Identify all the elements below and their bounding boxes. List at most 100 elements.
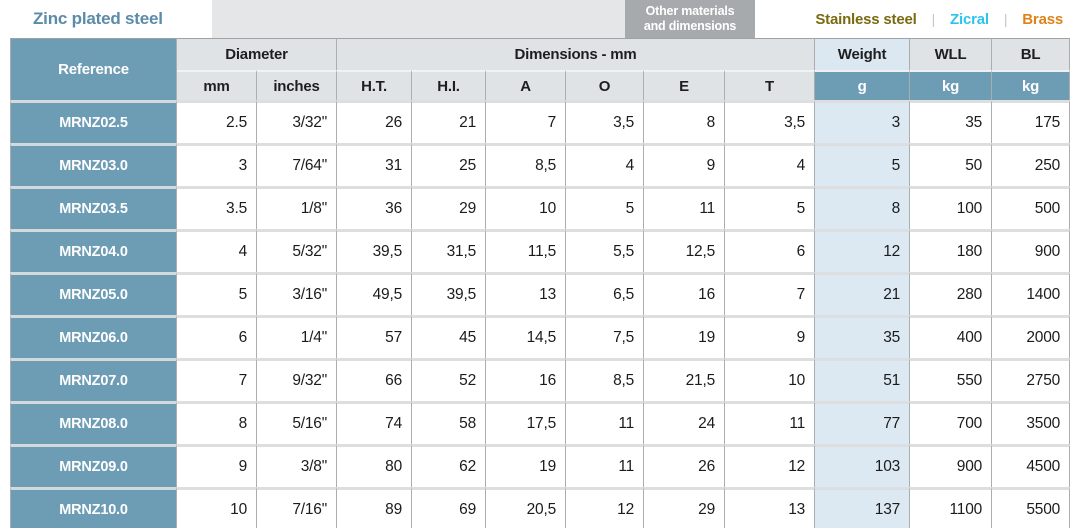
weight-cell: 51 bbox=[815, 358, 911, 401]
wll-cell: 35 bbox=[910, 100, 993, 143]
header-diameter: Diameter bbox=[177, 38, 338, 70]
dim-a-cell: 7 bbox=[486, 100, 567, 143]
table-row: MRNZ06.0 6 1/4" 57 45 14,5 7,5 19 9 35 400 2000 bbox=[10, 315, 1071, 358]
header-reference: Reference bbox=[10, 38, 177, 100]
reference-cell: MRNZ06.0 bbox=[10, 315, 177, 358]
tab-zinc-plated-steel[interactable]: Zinc plated steel bbox=[10, 0, 212, 38]
table-row: MRNZ03.5 3.5 1/8" 36 29 10 5 11 5 8 100 500 bbox=[10, 186, 1071, 229]
dim-hi-cell: 21 bbox=[412, 100, 487, 143]
header-row-units: mm inches H.T. H.I. A O E T g kg kg bbox=[10, 70, 1071, 100]
subheader-e: E bbox=[644, 70, 726, 100]
separator-bar: | bbox=[931, 11, 936, 27]
wll-cell: 180 bbox=[910, 229, 993, 272]
dim-e-cell: 19 bbox=[644, 315, 726, 358]
subheader-inches: inches bbox=[257, 70, 338, 100]
dim-o-cell: 7,5 bbox=[566, 315, 645, 358]
other-materials-button-line2: and dimensions bbox=[643, 19, 737, 33]
weight-cell: 21 bbox=[815, 272, 911, 315]
material-links: Stainless steel | Zicral | Brass bbox=[801, 0, 1063, 38]
dim-o-cell: 11 bbox=[566, 401, 645, 444]
bl-cell: 2000 bbox=[992, 315, 1071, 358]
dim-hi-cell: 58 bbox=[412, 401, 487, 444]
subheader-weight-unit: g bbox=[815, 70, 911, 100]
diameter-inches-cell: 7/16" bbox=[257, 487, 338, 528]
dim-ht-cell: 39,5 bbox=[337, 229, 413, 272]
wll-cell: 700 bbox=[910, 401, 993, 444]
link-zicral[interactable]: Zicral bbox=[950, 10, 989, 28]
bl-cell: 5500 bbox=[992, 487, 1071, 528]
dim-a-cell: 13 bbox=[486, 272, 567, 315]
topbar-strip bbox=[212, 0, 625, 38]
link-brass[interactable]: Brass bbox=[1022, 10, 1063, 28]
dim-hi-cell: 25 bbox=[412, 143, 487, 186]
table-row: MRNZ07.0 7 9/32" 66 52 16 8,5 21,5 10 51 550 2750 bbox=[10, 358, 1071, 401]
reference-cell: MRNZ02.5 bbox=[10, 100, 177, 143]
weight-cell: 77 bbox=[815, 401, 911, 444]
dim-hi-cell: 39,5 bbox=[412, 272, 487, 315]
subheader-hi: H.I. bbox=[412, 70, 487, 100]
dim-t-cell: 3,5 bbox=[725, 100, 816, 143]
dim-ht-cell: 31 bbox=[337, 143, 413, 186]
dim-t-cell: 4 bbox=[725, 143, 816, 186]
separator-bar: | bbox=[1003, 11, 1008, 27]
weight-cell: 137 bbox=[815, 487, 911, 528]
bl-cell: 250 bbox=[992, 143, 1071, 186]
dim-a-cell: 19 bbox=[486, 444, 567, 487]
wll-cell: 100 bbox=[910, 186, 993, 229]
reference-cell: MRNZ03.0 bbox=[10, 143, 177, 186]
dim-e-cell: 11 bbox=[644, 186, 726, 229]
dim-o-cell: 5 bbox=[566, 186, 645, 229]
diameter-mm-cell: 3 bbox=[177, 143, 257, 186]
bl-cell: 900 bbox=[992, 229, 1071, 272]
dim-ht-cell: 26 bbox=[337, 100, 413, 143]
reference-cell: MRNZ05.0 bbox=[10, 272, 177, 315]
subheader-ht: H.T. bbox=[337, 70, 413, 100]
dim-t-cell: 11 bbox=[725, 401, 816, 444]
dim-hi-cell: 52 bbox=[412, 358, 487, 401]
header-dimensions: Dimensions - mm bbox=[337, 38, 816, 70]
dim-t-cell: 10 bbox=[725, 358, 816, 401]
weight-cell: 3 bbox=[815, 100, 911, 143]
dim-o-cell: 12 bbox=[566, 487, 645, 528]
subheader-t: T bbox=[725, 70, 816, 100]
subheader-bl-unit: kg bbox=[992, 70, 1071, 100]
dim-a-cell: 16 bbox=[486, 358, 567, 401]
dim-a-cell: 14,5 bbox=[486, 315, 567, 358]
diameter-inches-cell: 3/8" bbox=[257, 444, 338, 487]
reference-cell: MRNZ04.0 bbox=[10, 229, 177, 272]
dim-a-cell: 10 bbox=[486, 186, 567, 229]
diameter-inches-cell: 9/32" bbox=[257, 358, 338, 401]
reference-cell: MRNZ09.0 bbox=[10, 444, 177, 487]
diameter-inches-cell: 1/8" bbox=[257, 186, 338, 229]
diameter-mm-cell: 4 bbox=[177, 229, 257, 272]
dim-ht-cell: 80 bbox=[337, 444, 413, 487]
weight-cell: 5 bbox=[815, 143, 911, 186]
spec-table-body: MRNZ02.5 2.5 3/32" 26 21 7 3,5 8 3,5 3 35 175 MRNZ03… bbox=[10, 100, 1071, 528]
diameter-inches-cell: 7/64" bbox=[257, 143, 338, 186]
dim-a-cell: 8,5 bbox=[486, 143, 567, 186]
dim-t-cell: 12 bbox=[725, 444, 816, 487]
weight-cell: 8 bbox=[815, 186, 911, 229]
header-weight: Weight bbox=[815, 38, 911, 70]
diameter-mm-cell: 3.5 bbox=[177, 186, 257, 229]
dim-hi-cell: 62 bbox=[412, 444, 487, 487]
diameter-mm-cell: 6 bbox=[177, 315, 257, 358]
link-stainless-steel[interactable]: Stainless steel bbox=[815, 10, 917, 28]
table-row: MRNZ05.0 5 3/16" 49,5 39,5 13 6,5 16 7 21 280 1400 bbox=[10, 272, 1071, 315]
dim-e-cell: 21,5 bbox=[644, 358, 726, 401]
dim-t-cell: 9 bbox=[725, 315, 816, 358]
dim-t-cell: 5 bbox=[725, 186, 816, 229]
spec-table: Reference Diameter Dimensions - mm Weigh… bbox=[10, 38, 1071, 528]
weight-cell: 35 bbox=[815, 315, 911, 358]
dim-hi-cell: 69 bbox=[412, 487, 487, 528]
reference-cell: MRNZ07.0 bbox=[10, 358, 177, 401]
subheader-o: O bbox=[566, 70, 645, 100]
dim-ht-cell: 89 bbox=[337, 487, 413, 528]
bl-cell: 1400 bbox=[992, 272, 1071, 315]
dim-e-cell: 29 bbox=[644, 487, 726, 528]
wll-cell: 50 bbox=[910, 143, 993, 186]
other-materials-button[interactable]: Other materials and dimensions bbox=[625, 0, 755, 38]
dim-a-cell: 17,5 bbox=[486, 401, 567, 444]
material-tabs-bar: Zinc plated steel Other materials and di… bbox=[0, 0, 1077, 38]
dim-a-cell: 20,5 bbox=[486, 487, 567, 528]
